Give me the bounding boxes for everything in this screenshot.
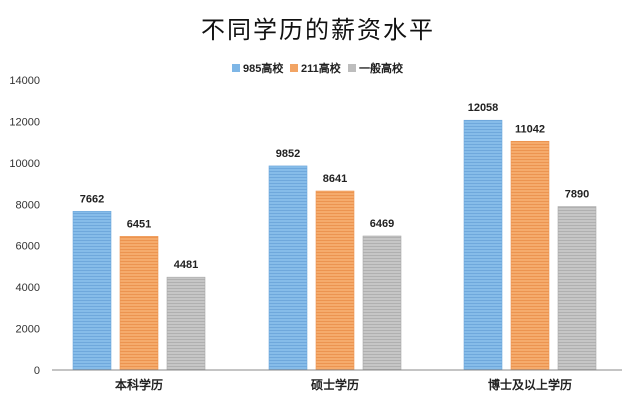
- legend-label-2: 一般高校: [359, 61, 404, 75]
- data-label: 8641: [323, 173, 347, 185]
- x-category-label: 硕士学历: [311, 377, 359, 392]
- bars-group: [72, 119, 597, 371]
- x-category-label: 博士及以上学历: [488, 377, 572, 392]
- y-tick-label: 8000: [16, 199, 40, 211]
- data-label: 7890: [565, 189, 589, 201]
- data-labels-group: 7662 6451 4481 9852 8641 6469 12058 11042 7890: [80, 102, 589, 271]
- data-label: 12058: [468, 102, 499, 114]
- data-label: 7662: [80, 193, 104, 205]
- y-tick-label: 12000: [9, 116, 40, 128]
- bar: [268, 165, 308, 371]
- y-axis: 0 2000 4000 6000 8000 10000 12000 14000: [9, 75, 40, 377]
- legend-swatch-0: [232, 64, 240, 72]
- y-tick-label: 14000: [9, 75, 40, 87]
- bar: [72, 210, 112, 371]
- bar: [557, 206, 597, 371]
- data-label: 4481: [174, 259, 198, 271]
- legend-label-1: 211高校: [301, 61, 342, 75]
- bar: [463, 119, 503, 371]
- bar: [166, 276, 206, 371]
- legend-swatch-1: [290, 64, 298, 72]
- chart-title: 不同学历的薪资水平: [201, 16, 435, 44]
- bar: [315, 190, 355, 371]
- legend: 985高校 211高校 一般高校: [232, 61, 404, 75]
- bar: [362, 235, 402, 371]
- y-tick-label: 4000: [16, 282, 40, 294]
- data-label: 9852: [276, 148, 300, 160]
- x-axis: 本科学历 硕士学历 博士及以上学历: [52, 369, 622, 392]
- y-tick-label: 10000: [9, 158, 40, 170]
- y-tick-label: 0: [34, 365, 40, 377]
- data-label: 11042: [515, 123, 545, 135]
- legend-label-0: 985高校: [243, 61, 284, 75]
- bar: [119, 236, 159, 371]
- data-label: 6451: [127, 218, 151, 230]
- bar: [510, 140, 550, 371]
- legend-swatch-2: [348, 64, 356, 72]
- data-label: 6469: [370, 218, 394, 230]
- y-tick-label: 2000: [16, 324, 40, 336]
- y-tick-label: 6000: [16, 241, 40, 253]
- x-category-label: 本科学历: [115, 377, 163, 392]
